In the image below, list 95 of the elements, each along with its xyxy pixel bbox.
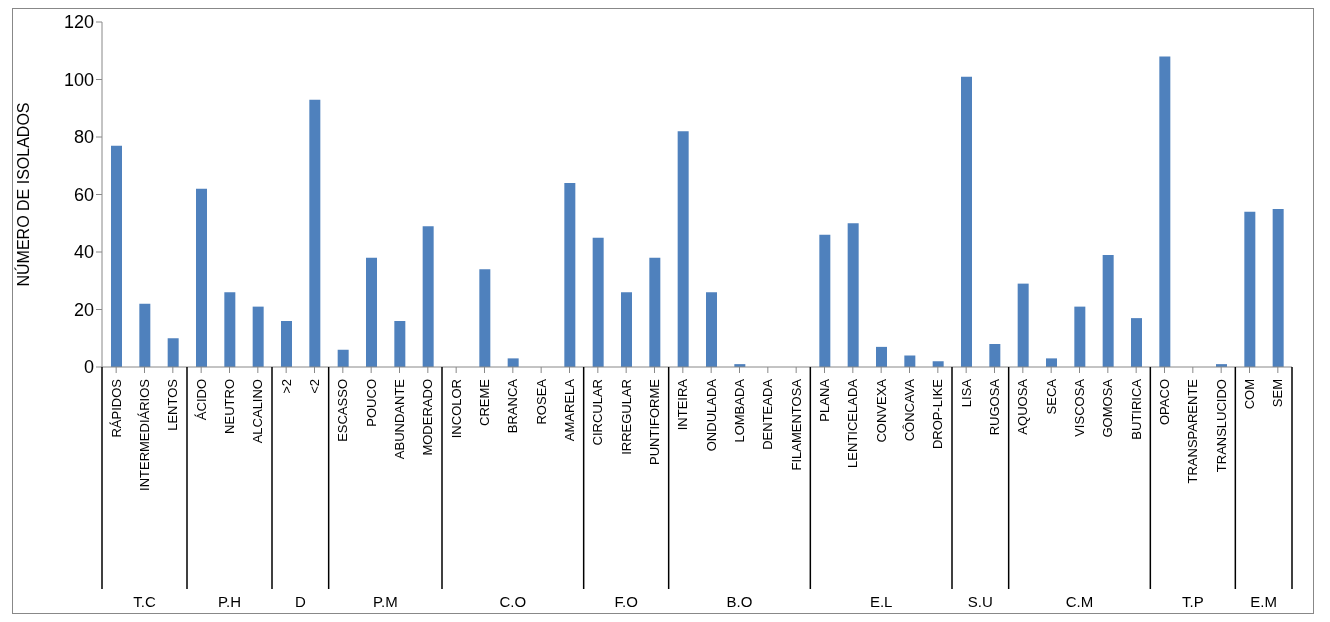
bar (706, 292, 717, 367)
x-tick-label: FILAMENTOSA (788, 378, 804, 471)
bar (1017, 283, 1029, 367)
text: P.H (217, 593, 242, 610)
bar (139, 303, 151, 367)
text: D (294, 593, 306, 610)
x-tick-label: SEM (1270, 379, 1286, 408)
x-tick-label: LOMBADA (732, 378, 747, 443)
x-tick-label: CREME (477, 378, 492, 426)
x-tick-label: CONVEXA (873, 378, 889, 443)
bar (564, 183, 576, 367)
x-tick-label: <2 (307, 379, 322, 394)
bar (1159, 56, 1171, 367)
x-tick-label: COM (1242, 379, 1257, 410)
y-tick-label: 40 (73, 242, 94, 263)
x-tick-label: LENTOS (165, 378, 181, 431)
bar (281, 321, 292, 367)
x-tick-label: ESCASSO (335, 379, 351, 442)
x-tick-label: TRANSPARENTE (1185, 378, 1201, 484)
bar (1046, 358, 1057, 367)
bar (196, 188, 207, 367)
text: T.C (133, 593, 156, 610)
x-tick-label: ALCALINO (250, 379, 266, 444)
x-tick-label: AMARELA (562, 378, 577, 442)
x-tick-label: SECA (1043, 378, 1059, 415)
x-tick-label: AQUOSA (1015, 378, 1031, 435)
y-tick-label: 60 (73, 184, 94, 205)
text: E.M (1250, 593, 1277, 610)
bar (1244, 211, 1256, 367)
y-tick-label: 120 (63, 12, 94, 33)
x-tick-label: IRREGULAR (618, 379, 634, 455)
x-tick-label: LISA (958, 378, 974, 408)
text: C.O (499, 593, 527, 610)
bar (252, 306, 264, 367)
y-axis-title: NÚMERO DE ISOLADOS (13, 102, 32, 287)
text: P.M (372, 593, 398, 610)
x-tick-label: INTERMEDIÁRIOS (137, 378, 152, 491)
text: B.O (726, 593, 753, 610)
x-tick-label: POUCO (363, 379, 379, 427)
bar (847, 223, 859, 367)
bar (337, 349, 349, 367)
x-tick-label: ÁCIDO (193, 379, 209, 421)
bar (1074, 306, 1086, 367)
x-tick-label: NEUTRO (222, 379, 237, 434)
x-tick-label: VISCOSA (1072, 378, 1087, 437)
bar (592, 237, 604, 367)
x-tick-label: PLANA (817, 378, 832, 422)
bar (507, 358, 519, 367)
x-tick-label: INCOLOR (448, 379, 464, 439)
x-tick-label: ABUNDANTE (392, 378, 407, 460)
y-tick-label: 80 (73, 127, 94, 148)
x-tick-label: DENTEADA (760, 378, 776, 450)
x-tick-label: PUNTIFORME (647, 378, 662, 465)
bar (649, 257, 661, 367)
bar (677, 131, 689, 367)
text: F.O (614, 593, 638, 610)
bar (876, 346, 887, 367)
x-tick-label: CIRCULAR (590, 379, 606, 446)
bar (366, 257, 377, 367)
y-tick-label: 20 (73, 299, 94, 320)
text: E.L (869, 593, 893, 610)
x-tick-label: BUTIRICA (1128, 378, 1144, 440)
bar (989, 344, 1001, 367)
bar (819, 234, 831, 367)
bar (961, 76, 972, 367)
bar (394, 321, 406, 367)
x-tick-label: BRANCA (505, 378, 521, 434)
x-tick-label: RUGOSA (987, 378, 1002, 436)
bar (1102, 254, 1114, 367)
x-tick-label: DROP-LIKE (930, 378, 946, 450)
x-tick-label: CÔNCAVA (902, 378, 917, 442)
bar (111, 145, 122, 367)
x-tick-label: TRANSLUCIDO (1213, 379, 1229, 473)
x-tick-label: OPACO (1157, 379, 1172, 425)
y-tick-label: 100 (63, 69, 94, 90)
text: T.P (1181, 593, 1204, 610)
x-tick-label: RÁPIDOS (108, 378, 124, 438)
x-tick-label: MODERADO (420, 379, 436, 456)
x-tick-label: GOMOSA (1100, 378, 1116, 438)
bar (1272, 208, 1284, 367)
x-tick-label: ROSEA (533, 378, 549, 425)
x-tick-label: >2 (278, 379, 294, 394)
bar (1131, 318, 1142, 367)
bar (309, 99, 321, 367)
text: S.U (967, 593, 993, 610)
bar (422, 226, 434, 367)
x-tick-label: INTEIRA (675, 378, 691, 431)
text: C.M (1065, 593, 1094, 610)
y-tick-label: 0 (83, 357, 94, 378)
x-tick-label: LENTICELADA (845, 378, 861, 468)
bar (479, 269, 491, 367)
x-tick-label: ONDULADA (703, 378, 719, 452)
bar (621, 292, 632, 367)
bar (167, 338, 179, 367)
bar (224, 292, 236, 367)
